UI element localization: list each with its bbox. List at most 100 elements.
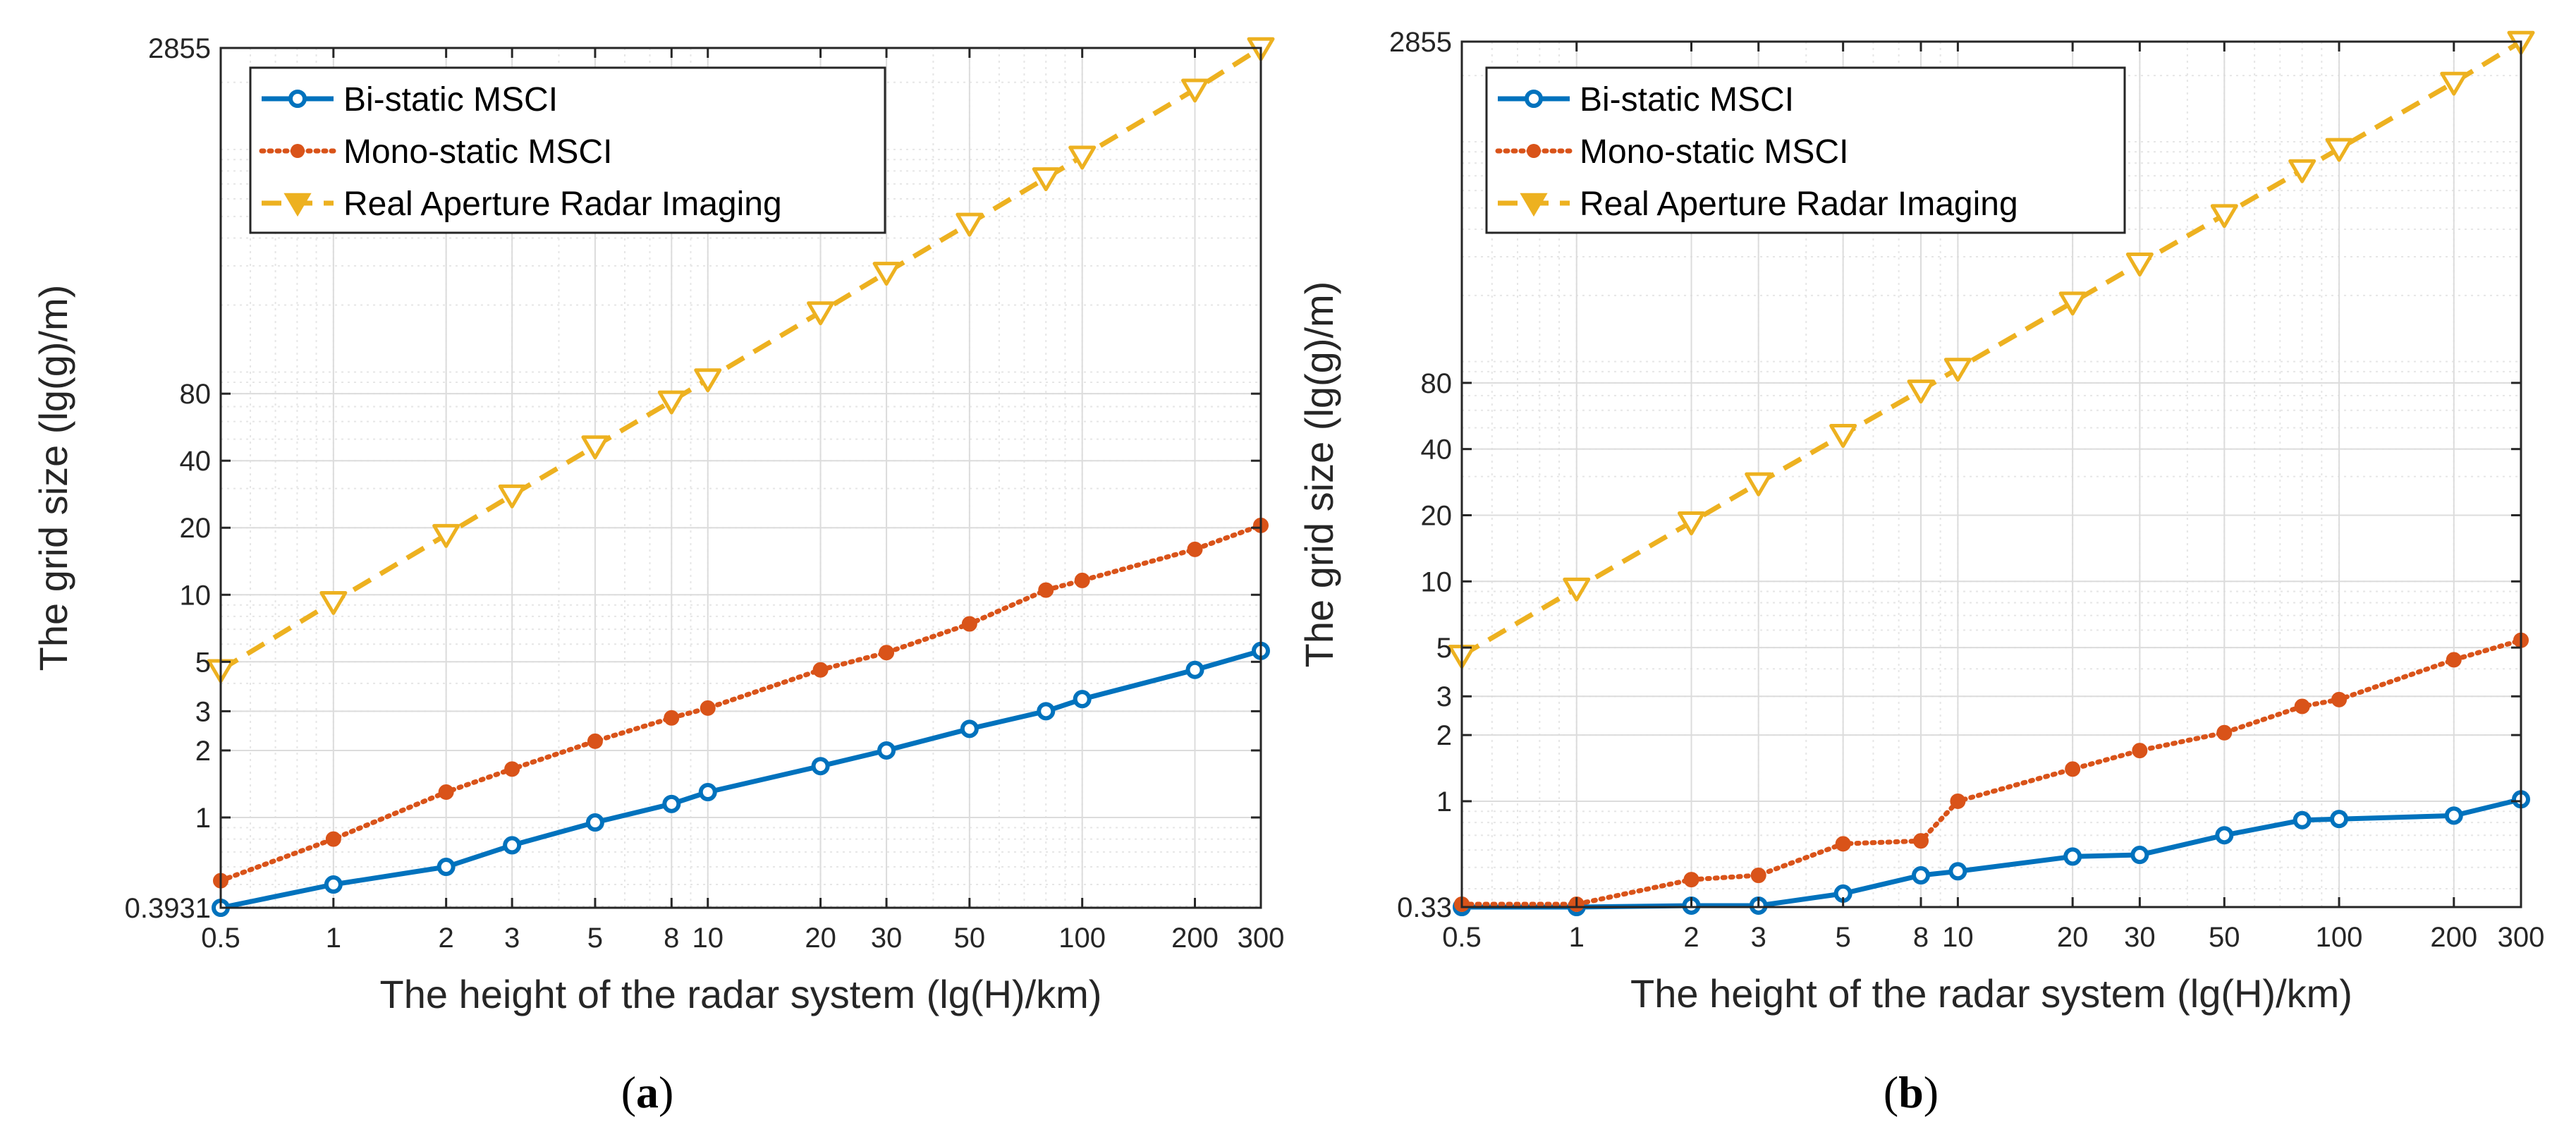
data-point — [2130, 846, 2149, 865]
data-point — [2063, 847, 2082, 866]
data-point — [807, 301, 835, 326]
data-point — [1678, 511, 1706, 535]
data-point — [503, 836, 522, 855]
data-point — [1750, 868, 1766, 884]
data-point — [504, 761, 520, 777]
data-point — [2216, 724, 2233, 741]
legend-marker — [288, 90, 307, 108]
data-point — [1912, 866, 1931, 885]
y-tick-label: 1 — [195, 803, 211, 834]
data-point — [1074, 572, 1090, 588]
legend-marker — [291, 144, 305, 158]
legend-marker — [1527, 144, 1541, 158]
legend-label: Real Aperture Radar Imaging — [1580, 186, 2018, 223]
data-point — [319, 590, 348, 615]
x-axis-label: The height of the radar system (lg(H)/km… — [380, 972, 1102, 1016]
axes-box — [219, 47, 1262, 909]
x-tick-label: 50 — [954, 923, 986, 954]
x-tick-label: 10 — [692, 923, 724, 954]
series-2 — [207, 37, 1275, 683]
y-tick-label: 2855 — [1389, 27, 1452, 58]
legend-label: Bi-static MSCI — [343, 81, 558, 118]
x-tick-label: 5 — [587, 923, 603, 954]
data-point — [2440, 71, 2468, 96]
x-tick-label: 1 — [326, 923, 341, 954]
data-point — [2132, 743, 2148, 759]
legend-box — [1485, 66, 2126, 234]
data-point — [2331, 691, 2348, 707]
legend-marker — [1525, 90, 1543, 108]
data-point — [1683, 872, 1699, 888]
data-point — [877, 741, 896, 760]
x-tick-label: 100 — [1058, 923, 1106, 954]
x-tick-label: 50 — [2209, 922, 2240, 953]
data-point — [879, 645, 895, 661]
data-point — [1943, 358, 1972, 382]
data-point — [1950, 793, 1966, 809]
y-tick-label: 2 — [1436, 720, 1452, 751]
y-tick-label: 80 — [180, 379, 212, 410]
x-tick-label: 20 — [805, 923, 836, 954]
data-point — [812, 662, 829, 678]
x-tick-label: 10 — [1942, 922, 1974, 953]
data-point — [1068, 145, 1097, 170]
legend-marker — [1520, 193, 1548, 217]
x-tick-label: 30 — [871, 923, 903, 954]
y-tick-label: 5 — [1436, 633, 1452, 664]
x-tick-label: 2 — [439, 923, 454, 954]
data-point — [2215, 826, 2234, 845]
data-point — [960, 719, 979, 738]
x-tick-label: 3 — [1751, 922, 1766, 953]
data-point — [324, 875, 343, 894]
legend-label: Bi-static MSCI — [1580, 81, 1794, 118]
data-point — [498, 484, 526, 509]
axes-box — [1460, 40, 2522, 908]
data-point — [1187, 541, 1203, 557]
data-point — [956, 212, 984, 237]
data-point — [2444, 806, 2463, 825]
data-point — [438, 784, 454, 801]
y-tick-label: 10 — [1421, 566, 1453, 597]
x-tick-label: 20 — [2057, 922, 2089, 953]
series-2 — [1448, 30, 2535, 669]
panel-caption: (a) — [621, 1067, 674, 1117]
y-tick-label: 40 — [1421, 434, 1453, 466]
x-tick-label: 200 — [2430, 922, 2477, 953]
y-tick-label: 0.3931 — [125, 893, 211, 924]
data-point — [2065, 761, 2081, 777]
data-point — [2210, 204, 2238, 229]
data-point — [587, 733, 603, 749]
data-point — [1037, 702, 1056, 721]
y-tick-label: 3 — [1436, 681, 1452, 712]
data-point — [1563, 577, 1591, 602]
data-point — [585, 813, 604, 832]
data-point — [662, 794, 681, 813]
data-point — [432, 523, 460, 548]
legend: Bi-static MSCI Mono-static MSCI Real Apert… — [1485, 66, 2126, 234]
data-point — [2330, 810, 2349, 829]
y-axis-label: The grid size (lg(g)/m) — [31, 285, 75, 671]
data-point — [1185, 660, 1204, 679]
data-point — [961, 616, 977, 632]
x-tick-label: 0.5 — [1442, 922, 1482, 953]
data-point — [694, 368, 722, 393]
data-point — [1181, 78, 1209, 103]
y-tick-label: 0.33 — [1397, 892, 1452, 923]
y-axis-label: The grid size (lg(g)/m) — [1297, 281, 1341, 668]
data-point — [698, 783, 717, 802]
data-point — [1907, 379, 1935, 404]
data-point — [2288, 159, 2316, 183]
data-point — [2058, 291, 2087, 316]
data-point — [2125, 253, 2154, 276]
data-point — [1038, 582, 1054, 598]
y-tick-label: 3 — [195, 696, 211, 727]
series-1 — [1454, 632, 2529, 912]
legend-box — [249, 66, 886, 234]
data-point — [1913, 833, 1929, 849]
x-axis-label: The height of the radar system (lg(H)/km… — [1630, 971, 2352, 1016]
x-tick-label: 8 — [1913, 922, 1929, 953]
legend-marker — [283, 193, 312, 217]
legend-label: Mono-static MSCI — [343, 133, 612, 171]
y-tick-label: 2855 — [148, 33, 211, 64]
